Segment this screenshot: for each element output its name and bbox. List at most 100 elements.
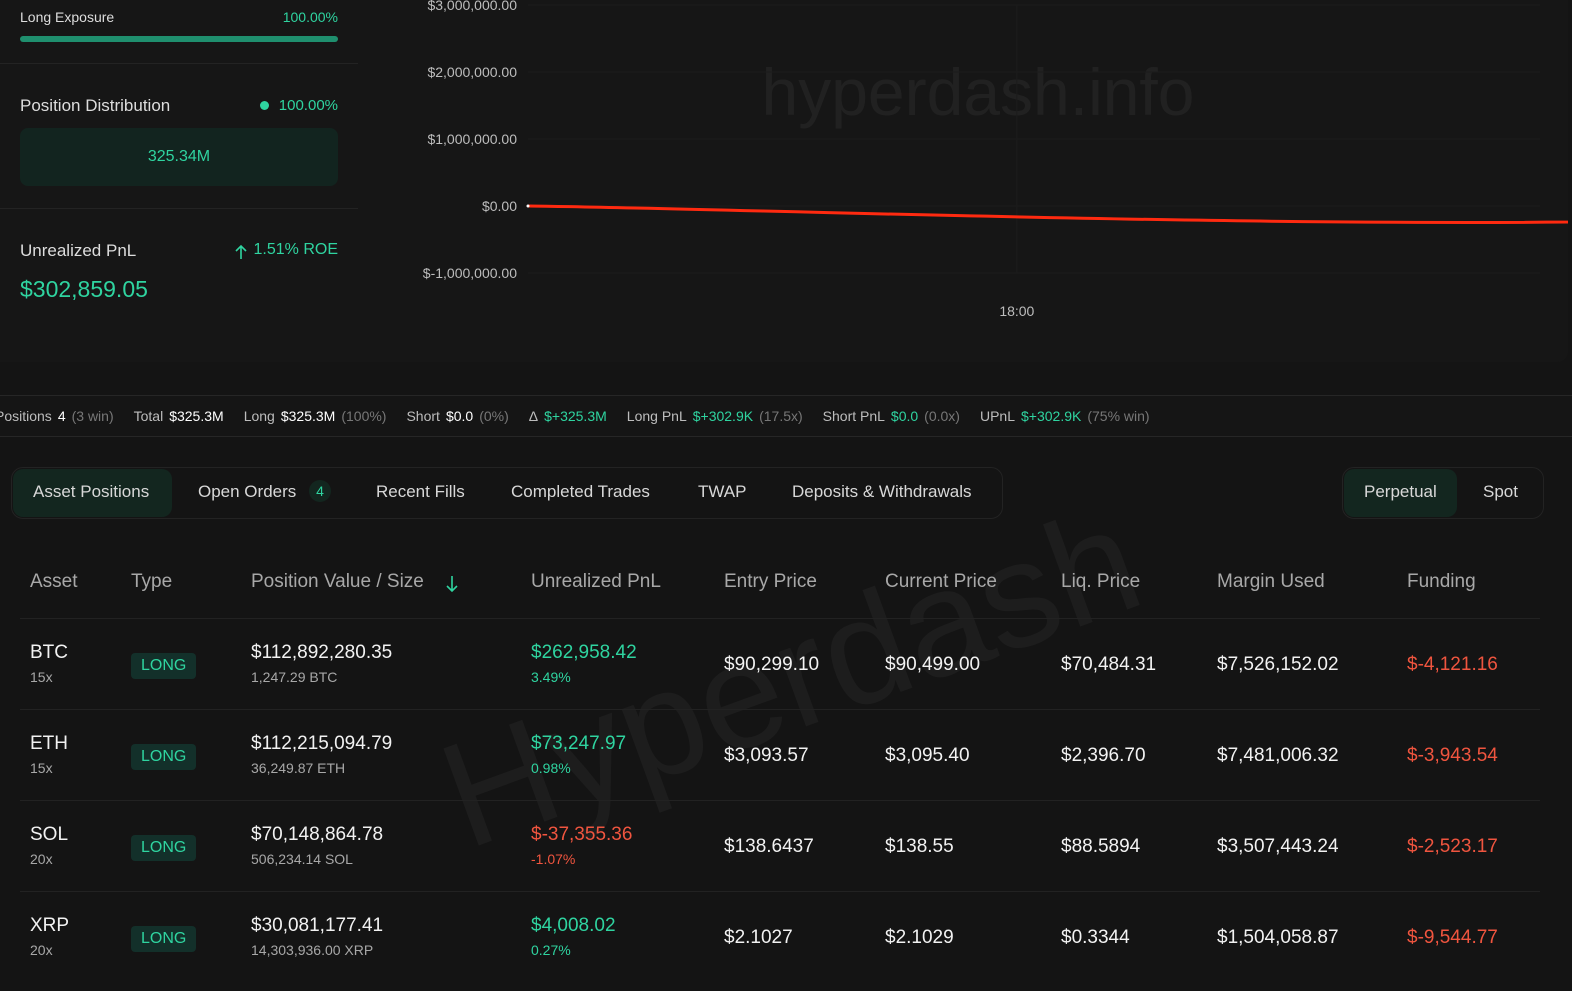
- column-header: Unrealized PnL: [531, 571, 661, 592]
- position-value: $112,892,280.35: [251, 642, 393, 663]
- stat-value: $0.0: [890, 408, 919, 424]
- long-exposure-label: Long Exposure: [20, 9, 115, 25]
- price: $7,481,006.32: [1217, 745, 1339, 766]
- stats-bar: Positions 4 (3 win) Total $325.3M Long $325.3M…: [0, 395, 1572, 437]
- tab[interactable]: Open Orders: [198, 482, 297, 501]
- y-tick-label: $2,000,000.00: [427, 64, 517, 80]
- position-value: $30,081,177.41: [251, 915, 384, 936]
- stat-note: (0%): [479, 408, 509, 424]
- column-header: Entry Price: [724, 571, 817, 592]
- sort-arrow[interactable]: [445, 575, 459, 593]
- price: $7,526,152.02: [1217, 654, 1339, 675]
- stat: Positions 4 (3 win): [0, 396, 114, 436]
- column-header: Position Value / Size: [251, 571, 424, 592]
- unrealized-pnl: $4,008.02: [531, 915, 616, 936]
- stat-label: UPnL: [979, 408, 1015, 424]
- summary-panel: Long Exposure 100.00% Position Distribut…: [0, 0, 358, 362]
- exposure-bar: [20, 36, 338, 42]
- x-tick-label: 18:00: [999, 303, 1034, 319]
- tab[interactable]: Deposits & Withdrawals: [792, 482, 972, 501]
- y-tick-label: $1,000,000.00: [427, 131, 517, 147]
- stat: Long PnL $+302.9K (17.5x): [627, 396, 803, 436]
- type-badge: LONG: [131, 653, 197, 679]
- position-value: $112,215,094.79: [251, 733, 393, 754]
- pnl-percent: 0.98%: [531, 760, 571, 776]
- point: [526, 204, 530, 208]
- leverage: 20x: [30, 851, 53, 867]
- stat: UPnL $+302.9K (75% win): [980, 396, 1150, 436]
- row-divider: [20, 891, 1540, 892]
- market-toggle: [1342, 467, 1544, 519]
- stat-note: (3 win): [71, 408, 114, 424]
- pnl-percent: 0.27%: [531, 942, 571, 958]
- distribution-bar: 325.34M: [20, 128, 338, 186]
- stat-label: Short PnL: [822, 408, 885, 424]
- y-tick-label: $0.00: [482, 198, 517, 214]
- price: $138.55: [885, 836, 954, 857]
- leverage: 20x: [30, 942, 53, 958]
- price: $70,484.31: [1061, 654, 1157, 675]
- stat-label: Positions: [0, 408, 52, 424]
- long-exposure-value: 100.00%: [282, 9, 338, 25]
- row-divider: [20, 618, 1540, 619]
- stat-label: Long: [243, 408, 275, 424]
- stat-note: (0.0x): [924, 408, 960, 424]
- price: $2.1029: [885, 927, 954, 948]
- column-header: Current Price: [885, 571, 997, 592]
- chart-panel: hyperdash.info $-1,000,000.00 $0.00 $1,000…: [358, 0, 1572, 362]
- tab[interactable]: Completed Trades: [511, 482, 650, 501]
- tab[interactable]: TWAP: [698, 482, 747, 501]
- leverage: 15x: [30, 760, 53, 776]
- position-size: 14,303,936.00 XRP: [251, 942, 374, 958]
- stat: Long $325.3M (100%): [244, 396, 387, 436]
- price: $3,507,443.24: [1217, 836, 1339, 857]
- badge: 4: [309, 480, 331, 502]
- market-tab[interactable]: Perpetual: [1364, 482, 1437, 501]
- pnl-percent: -1.07%: [531, 851, 576, 867]
- upnl-label: Unrealized PnL: [20, 241, 137, 260]
- stat: Δ $+325.3M: [529, 396, 607, 436]
- asset: SOL: [30, 824, 69, 845]
- tab[interactable]: Asset Positions: [33, 482, 150, 501]
- type-badge: LONG: [131, 835, 197, 861]
- position-size: 506,234.14 SOL: [251, 851, 353, 867]
- unrealized-pnl: $73,247.97: [531, 733, 627, 754]
- column-header: Funding: [1407, 571, 1476, 592]
- unrealized-pnl: $262,958.42: [531, 642, 637, 663]
- price: $90,299.10: [724, 654, 820, 675]
- funding: $-4,121.16: [1407, 654, 1498, 675]
- unrealized-pnl: $-37,355.36: [531, 824, 633, 845]
- y-tick-label: $-1,000,000.00: [423, 265, 517, 281]
- type-badge: LONG: [131, 926, 197, 952]
- price: $90,499.00: [885, 654, 981, 675]
- stats: Positions 4 (3 win) Total $325.3M Long $325.3M…: [0, 396, 1150, 436]
- funding: $-3,943.54: [1407, 745, 1498, 766]
- price: $3,095.40: [885, 745, 970, 766]
- row-divider: [20, 800, 1540, 801]
- stat-note: (17.5x): [759, 408, 803, 424]
- stat-value: $0.0: [445, 408, 474, 424]
- asset: ETH: [30, 733, 68, 754]
- market-tab[interactable]: Spot: [1483, 482, 1518, 501]
- stat-label: Short: [406, 408, 440, 424]
- leverage: 15x: [30, 669, 53, 685]
- distribution-value: 100.00%: [278, 97, 338, 114]
- active-tab-bg: [13, 469, 172, 517]
- stat-note: (100%): [341, 408, 387, 424]
- table: Asset Type Position Value / Size Unrealized…: [0, 540, 1572, 991]
- pnl-percent: 3.49%: [531, 669, 571, 685]
- position-value: $70,148,864.78: [251, 824, 384, 845]
- stat-note: (75% win): [1087, 408, 1150, 424]
- stat: Short PnL $0.0 (0.0x): [823, 396, 960, 436]
- stat-label: Long PnL: [626, 408, 687, 424]
- stat-value: $325.3M: [169, 408, 224, 424]
- funding: $-9,544.77: [1407, 927, 1498, 948]
- tab[interactable]: Recent Fills: [376, 482, 465, 501]
- dot: [260, 101, 269, 110]
- asset: XRP: [30, 915, 70, 936]
- funding: $-2,523.17: [1407, 836, 1498, 857]
- divider: [0, 63, 358, 64]
- chart: hyperdash.info $-1,000,000.00 $0.00 $1,000…: [423, 0, 1572, 319]
- y-tick-label: $3,000,000.00: [427, 0, 517, 13]
